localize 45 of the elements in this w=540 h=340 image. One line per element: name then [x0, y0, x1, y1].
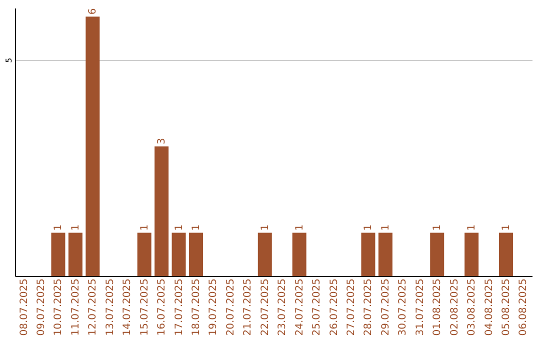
x-tick-label: 26.07.2025 [328, 278, 340, 336]
x-tick-label: 28.07.2025 [363, 278, 374, 336]
x-tick-label: 25.07.2025 [312, 278, 323, 336]
x-tick-label: 30.07.2025 [398, 278, 409, 336]
x-tick-label: 19.07.2025 [208, 278, 220, 336]
x-tick-label: 09.07.2025 [36, 278, 48, 336]
data-label: 1 [380, 224, 392, 231]
data-label: 1 [139, 224, 150, 231]
x-tick-label: 17.07.2025 [174, 278, 185, 336]
data-label: 1 [53, 224, 64, 231]
data-label: 1 [174, 224, 185, 231]
data-label: 6 [88, 8, 99, 15]
x-tick-label: 27.07.2025 [346, 278, 357, 336]
x-tick-label: 29.07.2025 [380, 278, 392, 336]
data-label: 1 [260, 224, 271, 231]
x-tick-label: 21.07.2025 [242, 278, 254, 336]
x-tick-label: 16.07.2025 [156, 278, 168, 336]
x-tick-label: 05.08.2025 [500, 278, 512, 336]
x-tick-label: 22.07.2025 [260, 278, 271, 336]
x-tick-label: 06.08.2025 [518, 278, 530, 336]
x-tick-label: 12.07.2025 [88, 278, 99, 336]
data-label: 1 [363, 224, 374, 231]
x-tick-label: 03.08.2025 [466, 278, 478, 336]
x-tick-label: 20.07.2025 [225, 278, 236, 336]
x-tick-label: 15.07.2025 [139, 278, 150, 336]
x-tick-label: 01.08.2025 [432, 278, 444, 336]
data-label: 1 [70, 224, 82, 231]
x-tick-label: 11.07.2025 [70, 278, 82, 336]
x-tick-label: 08.07.2025 [18, 278, 30, 336]
data-label: 3 [156, 138, 168, 144]
data-label: 1 [466, 224, 478, 231]
data-label: 1 [500, 224, 512, 231]
x-tick-label: 24.07.2025 [294, 278, 306, 336]
x-tick-label: 18.07.2025 [191, 278, 202, 336]
y-tick-label: 5 [4, 58, 14, 63]
x-tick-label: 31.07.2025 [414, 278, 426, 336]
x-tick-label: 13.07.2025 [104, 278, 116, 336]
data-label: 1 [294, 224, 306, 231]
x-tick-label: 23.07.2025 [277, 278, 288, 336]
data-label: 1 [432, 224, 444, 231]
x-tick-label: 14.07.2025 [122, 278, 134, 336]
x-tick-label: 02.08.2025 [449, 278, 460, 336]
x-tick-label: 10.07.2025 [53, 278, 64, 336]
x-tick-label: 04.08.2025 [484, 278, 495, 336]
data-label: 1 [191, 224, 202, 231]
